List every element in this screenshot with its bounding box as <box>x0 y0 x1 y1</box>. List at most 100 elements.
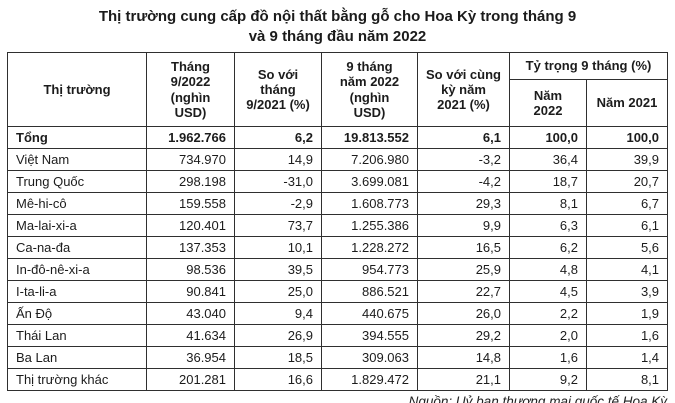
source-note: Nguồn: Uỷ ban thương mại quốc tế Hoa Kỳ <box>408 394 667 403</box>
value-cell: 25,9 <box>417 258 510 281</box>
value-cell: 1.255.386 <box>321 214 418 237</box>
market-cell: Ma-lai-xi-a <box>7 214 147 237</box>
value-cell: 2,0 <box>509 324 587 347</box>
market-cell: Thị trường khác <box>7 368 147 391</box>
value-cell: 298.198 <box>146 170 235 193</box>
column-header-3: 9 tháng năm 2022 (nghìn USD) <box>321 52 418 127</box>
table-row: Thị trường khác 201.281 16,6 1.829.472 21,1 9… <box>7 368 669 391</box>
value-cell: 16,6 <box>234 368 322 391</box>
column-header-0: Thị trường <box>7 52 147 127</box>
value-cell: 16,5 <box>417 236 510 259</box>
table-row: Ma-lai-xi-a 120.401 73,7 1.255.386 9,9 6,3 6,1 <box>7 214 669 237</box>
table-row: Việt Nam 734.970 14,9 7.206.980 -3,2 36,4 39,9 <box>7 148 669 171</box>
column-header-1: Tháng 9/2022 (nghìn USD) <box>146 52 235 127</box>
value-cell: 41.634 <box>146 324 235 347</box>
value-cell: 954.773 <box>321 258 418 281</box>
value-cell: 394.555 <box>321 324 418 347</box>
value-cell: 9,9 <box>417 214 510 237</box>
value-cell: 1.829.472 <box>321 368 418 391</box>
value-cell: 39,5 <box>234 258 322 281</box>
value-cell: 36,4 <box>509 148 587 171</box>
value-cell: 2,2 <box>509 302 587 325</box>
value-cell: 120.401 <box>146 214 235 237</box>
value-cell: 9,2 <box>509 368 587 391</box>
market-cell: In-đô-nê-xi-a <box>7 258 147 281</box>
market-cell: I-ta-li-a <box>7 280 147 303</box>
value-cell: 29,2 <box>417 324 510 347</box>
value-cell: 1.228.272 <box>321 236 418 259</box>
value-cell: 21,1 <box>417 368 510 391</box>
value-cell: 20,7 <box>585 170 669 193</box>
value-cell: 6,3 <box>509 214 587 237</box>
value-cell: 100,0 <box>509 126 587 149</box>
value-cell: 201.281 <box>146 368 235 391</box>
value-cell: 7.206.980 <box>321 148 418 171</box>
table-row: I-ta-li-a 90.841 25,0 886.521 22,7 4,5 3,9 <box>7 280 669 303</box>
column-subheader-0: Năm 2022 <box>509 79 587 127</box>
value-cell: 25,0 <box>234 280 322 303</box>
value-cell: 8,1 <box>585 368 669 391</box>
value-cell: 26,9 <box>234 324 322 347</box>
page-title-line2: và 9 tháng đầu năm 2022 <box>248 27 427 45</box>
value-cell: 43.040 <box>146 302 235 325</box>
value-cell: 440.675 <box>321 302 418 325</box>
value-cell: 10,1 <box>234 236 322 259</box>
page-title: Thị trường cung cấp đồ nội thất bằng gỗ … <box>10 7 665 46</box>
value-cell: 886.521 <box>321 280 418 303</box>
value-cell: 309.063 <box>321 346 418 369</box>
value-cell: 6,1 <box>417 126 510 149</box>
market-cell: Ca-na-đa <box>7 236 147 259</box>
value-cell: 19.813.552 <box>321 126 418 149</box>
value-cell: 1,6 <box>585 324 669 347</box>
value-cell: 26,0 <box>417 302 510 325</box>
table-row: Trung Quốc 298.198 -31,0 3.699.081 -4,2 18,7 2… <box>7 170 669 193</box>
header-row-sub: Năm 2022 Năm 2021 <box>8 79 669 127</box>
value-cell: 6,1 <box>585 214 669 237</box>
value-cell: -3,2 <box>417 148 510 171</box>
value-cell: 159.558 <box>146 192 235 215</box>
header-row-main: Thị trường Tháng 9/2022 (nghìn USD) So với… <box>7 52 669 127</box>
value-cell: 3,9 <box>585 280 669 303</box>
table-row: Mê-hi-cô 159.558 -2,9 1.608.773 29,3 8,1 6,7 <box>7 192 669 215</box>
table-row: In-đô-nê-xi-a 98.536 39,5 954.773 25,9 4,8 4,1 <box>7 258 669 281</box>
value-cell: 1,4 <box>585 346 669 369</box>
value-cell: 8,1 <box>509 192 587 215</box>
value-cell: 6,2 <box>234 126 322 149</box>
column-header-2: So với tháng 9/2021 (%) <box>234 52 322 127</box>
value-cell: -2,9 <box>234 192 322 215</box>
table-row: Ca-na-đa 137.353 10,1 1.228.272 16,5 6,2 5,6 <box>7 236 669 259</box>
value-cell: 18,5 <box>234 346 322 369</box>
value-cell: 73,7 <box>234 214 322 237</box>
value-cell: 4,5 <box>509 280 587 303</box>
value-cell: 22,7 <box>417 280 510 303</box>
value-cell: 4,8 <box>509 258 587 281</box>
value-cell: 18,7 <box>509 170 587 193</box>
value-cell: 14,8 <box>417 346 510 369</box>
page-title-line1: Thị trường cung cấp đồ nội thất bằng gỗ … <box>98 8 577 25</box>
market-cell: Mê-hi-cô <box>7 192 147 215</box>
value-cell: 100,0 <box>585 126 669 149</box>
value-cell: 1,6 <box>509 346 587 369</box>
value-cell: 137.353 <box>146 236 235 259</box>
table-row: Tổng 1.962.766 6,2 19.813.552 6,1 100,0 100,0 <box>7 126 669 149</box>
market-cell: Thái Lan <box>7 324 147 347</box>
column-header-4: So với cùng kỳ năm 2021 (%) <box>417 52 510 127</box>
table-header: Thị trường Tháng 9/2022 (nghìn USD) So với… <box>7 52 669 127</box>
market-cell: Trung Quốc <box>7 170 147 193</box>
table-body: Tổng 1.962.766 6,2 19.813.552 6,1 100,0 100,0 V… <box>7 126 669 391</box>
market-data-table: Thị trường Tháng 9/2022 (nghìn USD) So với… <box>7 52 669 391</box>
value-cell: 14,9 <box>234 148 322 171</box>
value-cell: 1.608.773 <box>321 192 418 215</box>
table-row: Ba Lan 36.954 18,5 309.063 14,8 1,6 1,4 <box>7 346 669 369</box>
value-cell: 36.954 <box>146 346 235 369</box>
value-cell: 6,2 <box>509 236 587 259</box>
value-cell: 734.970 <box>146 148 235 171</box>
column-header-share-group: Tỷ trọng 9 tháng (%) <box>508 52 669 80</box>
value-cell: 5,6 <box>585 236 669 259</box>
market-cell: Ấn Độ <box>7 302 147 325</box>
value-cell: -4,2 <box>417 170 510 193</box>
value-cell: -31,0 <box>234 170 322 193</box>
value-cell: 90.841 <box>146 280 235 303</box>
value-cell: 1,9 <box>585 302 669 325</box>
value-cell: 39,9 <box>585 148 669 171</box>
